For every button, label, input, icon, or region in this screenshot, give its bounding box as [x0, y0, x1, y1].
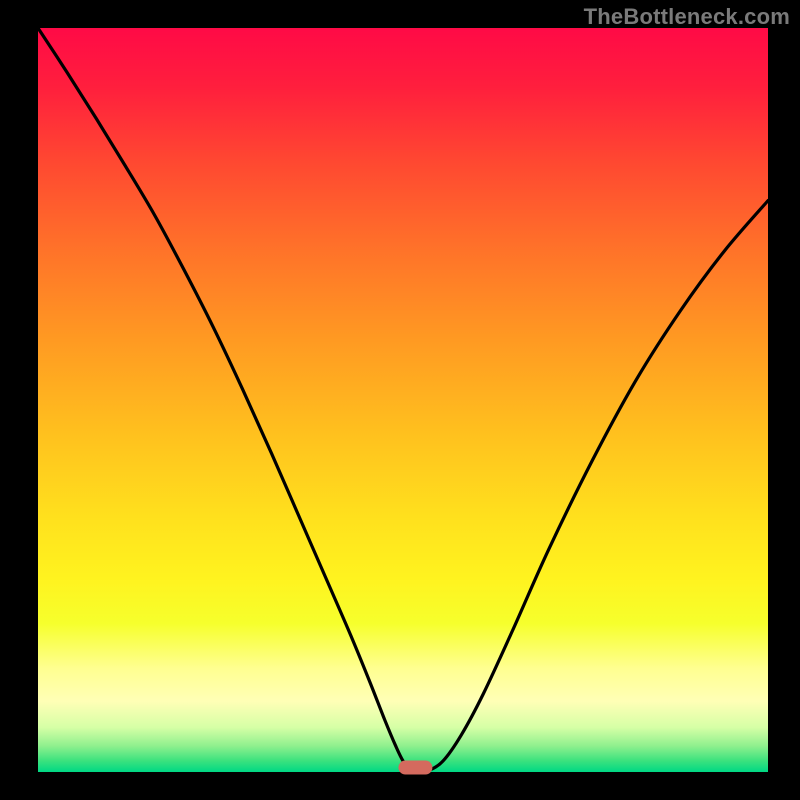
plot-area: [38, 28, 768, 772]
watermark-text: TheBottleneck.com: [584, 4, 790, 30]
bottleneck-curve-chart: [0, 0, 800, 800]
chart-stage: TheBottleneck.com: [0, 0, 800, 800]
optimal-marker: [398, 761, 432, 775]
